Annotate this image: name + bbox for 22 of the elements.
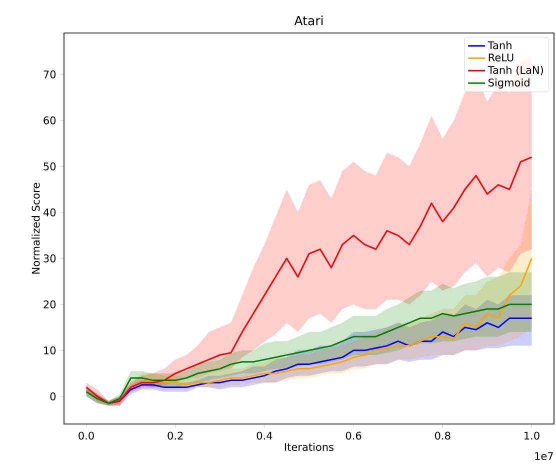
x-axis-title: Iterations — [285, 442, 334, 451]
y-tick-label: 50 — [44, 162, 56, 170]
chart-title: Atari — [294, 16, 323, 26]
legend-label: ReLU — [488, 54, 514, 62]
x-tick-label: 0.2 — [168, 432, 183, 440]
legend-label: Tanh (LaN) — [488, 66, 544, 76]
y-tick-label: 30 — [44, 254, 56, 262]
y-tick-label: 60 — [44, 116, 56, 124]
legend-label: Sigmoid — [488, 78, 530, 89]
x-tick-label: 1.0 — [524, 432, 540, 440]
text: 1e7 — [535, 452, 553, 460]
y-axis-title: Normalized Score — [32, 182, 40, 274]
x-tick-label: 0.0 — [78, 432, 94, 440]
y-tick-label: 10 — [44, 346, 56, 354]
y-tick-label: 40 — [43, 208, 56, 216]
x-tick-label: 0.8 — [434, 432, 450, 440]
y-tick-label: 20 — [44, 300, 56, 308]
y-tick-label: 0 — [50, 392, 56, 400]
x-tick-label: 0.4 — [256, 432, 272, 440]
y-tick-label: 70 — [44, 70, 56, 78]
x-tick-label: 0.6 — [346, 432, 362, 440]
legend-label: Tanh — [488, 41, 512, 50]
